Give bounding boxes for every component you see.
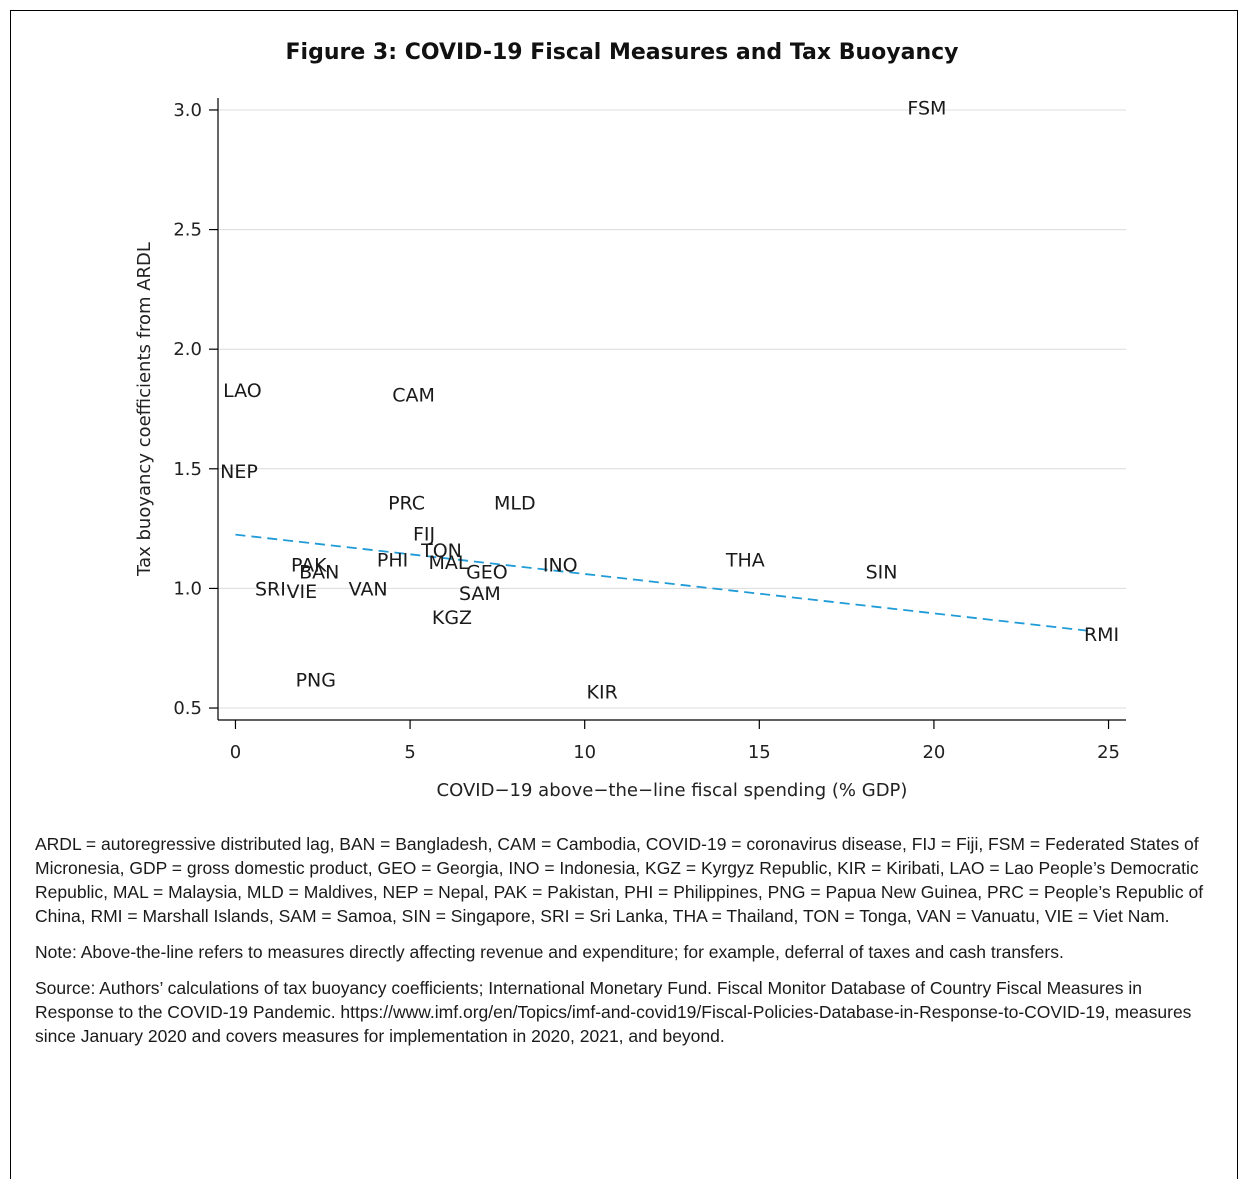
x-tick-label: 15 — [748, 742, 771, 763]
data-point-label: CAM — [392, 385, 435, 407]
data-point-label: PNG — [296, 669, 336, 691]
x-tick-label: 25 — [1097, 742, 1120, 763]
data-point-label: PAK — [291, 555, 327, 577]
y-tick-label: 0.5 — [173, 698, 202, 719]
data-point-label: TON — [420, 540, 462, 562]
y-tick-label: 2.0 — [173, 339, 202, 360]
figure-notes: ARDL = autoregressive distributed lag, B… — [35, 832, 1220, 1060]
fit-line — [235, 533, 1095, 633]
y-axis-title: Tax buoyancy coefficients from ARDL — [134, 242, 155, 577]
data-point-label: KGZ — [432, 607, 472, 629]
data-point-label: FSM — [907, 98, 946, 120]
y-tick-label: 3.0 — [173, 100, 202, 121]
data-point-label: THA — [725, 550, 765, 572]
data-point-label: SRI — [255, 578, 286, 600]
data-point-label: INO — [543, 555, 578, 577]
scatter-chart: 0.5 1.0 1.5 2.0 2.5 3.0 0 5 10 15 20 25 COVID−19 abo… — [134, 98, 1126, 801]
data-point-label: PRC — [388, 492, 425, 514]
data-point-label: NEP — [220, 461, 258, 483]
definition-note: Note: Above-the-line refers to measures … — [35, 942, 1064, 962]
y-tick-label: 1.0 — [173, 578, 202, 599]
data-point-label: PHI — [377, 550, 408, 572]
x-tick-label: 0 — [230, 742, 241, 763]
data-point-label: VAN — [349, 578, 388, 600]
x-tick-label: 10 — [573, 742, 596, 763]
figure-frame — [10, 10, 1238, 1179]
data-point-label: RMI — [1084, 624, 1119, 646]
data-point-label: VIE — [287, 581, 318, 603]
source-note: Source: Authors’ calculations of tax buo… — [35, 978, 1192, 1046]
abbreviations-note: ARDL = autoregressive distributed lag, B… — [35, 834, 1204, 926]
data-point-label: LAO — [223, 380, 262, 402]
data-point-label: SAM — [459, 583, 501, 605]
y-tick-label: 1.5 — [173, 459, 202, 480]
x-axis-title: COVID−19 above−the−line fiscal spending … — [437, 780, 908, 801]
data-point-label: GEO — [466, 562, 508, 584]
x-tick-label: 5 — [404, 742, 415, 763]
figure-title: Figure 3: COVID-19 Fiscal Measures and T… — [285, 40, 959, 65]
data-point-label: SIN — [866, 562, 898, 584]
data-point-label: FIJ — [413, 523, 435, 545]
data-point-label: BAN — [299, 562, 339, 584]
data-point-label: MAL — [429, 552, 469, 574]
x-tick-label: 20 — [922, 742, 945, 763]
data-point-label: MLD — [494, 492, 536, 514]
y-tick-label: 2.5 — [173, 220, 202, 241]
data-point-label: KIR — [587, 681, 618, 703]
